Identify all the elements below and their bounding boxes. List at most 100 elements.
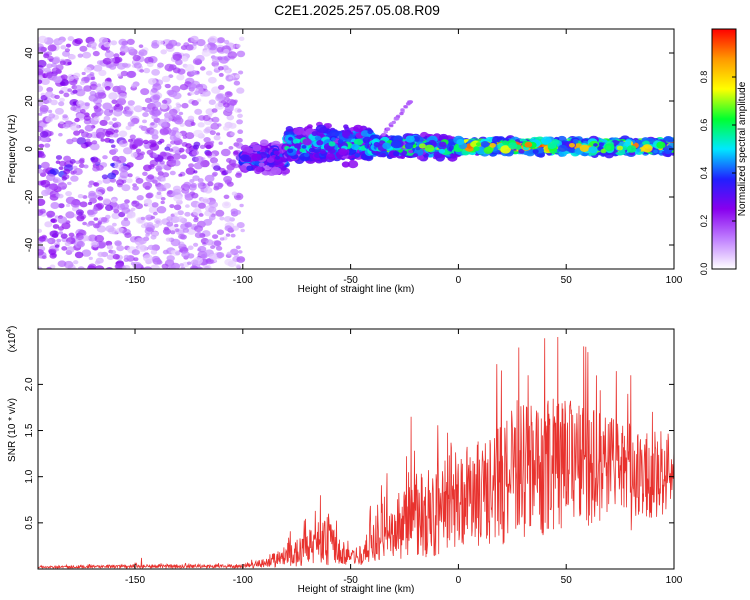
- spectrogram-cell: [114, 240, 122, 246]
- spectrogram-cell: [328, 141, 336, 147]
- spectrogram-cell: [123, 257, 129, 262]
- spectrogram-cell: [127, 121, 135, 127]
- spectrogram-cell: [172, 153, 181, 160]
- spectrogram-cell: [58, 90, 64, 95]
- spectrogram-cell: [161, 99, 168, 104]
- spectrogram-cell: [67, 61, 72, 66]
- spectrogram-cell: [219, 216, 225, 221]
- spectrogram-cell: [78, 163, 85, 168]
- spectrogram-cell: [53, 56, 60, 62]
- spectrogram-cell: [230, 233, 236, 238]
- spectrogram-cell: [40, 78, 50, 85]
- spectrogram-cell: [205, 144, 212, 150]
- spectrogram-cell: [70, 175, 79, 182]
- spectrogram-cell: [86, 223, 91, 227]
- spectrogram-cell: [155, 193, 163, 199]
- spectrogram-cell: [70, 200, 81, 208]
- spectrogram-cell: [62, 50, 70, 57]
- spectrogram-cell: [98, 69, 107, 77]
- spectrogram-cell: [67, 88, 73, 93]
- spectrogram-cell: [164, 63, 174, 72]
- spectrogram-cell: [178, 173, 183, 177]
- spectrogram-cell: [210, 245, 216, 250]
- spectrogram-cell: [172, 67, 181, 74]
- spectrogram-cell: [152, 83, 162, 91]
- spectrogram-cell: [77, 266, 85, 269]
- spectrogram-cell: [57, 216, 68, 224]
- spectrogram-cell: [96, 164, 104, 171]
- spectrogram-cell: [236, 222, 245, 229]
- spectrogram-cell: [93, 182, 100, 187]
- spectrogram-cell: [80, 143, 86, 148]
- spectrogram-cell: [142, 181, 153, 190]
- spectrogram-cell: [101, 174, 108, 180]
- spectrogram-cell: [439, 141, 447, 148]
- spectrogram-cell: [172, 53, 182, 61]
- spectrogram-cell: [105, 267, 114, 269]
- spectrogram-cell: [202, 264, 212, 269]
- spectrogram-cell: [235, 74, 240, 79]
- spectrogram-cell: [65, 276, 70, 280]
- spectrogram-cell: [148, 271, 152, 274]
- spectrogram-cell: [198, 202, 206, 209]
- spectrogram-cell: [184, 221, 193, 228]
- spectrogram-cell: [67, 181, 72, 186]
- spectrogram-cell: [153, 101, 162, 108]
- spectrogram-cell: [143, 254, 153, 262]
- spectrogram-cell: [38, 249, 44, 256]
- spectrogram-cell: [218, 72, 224, 77]
- spectrogram-cell: [193, 162, 203, 170]
- spectrogram-cell: [121, 207, 131, 214]
- spectrogram-cell: [132, 185, 139, 191]
- spectrogram-cell: [190, 259, 199, 266]
- spectrogram-cell: [117, 73, 122, 77]
- spectrogram-cell: [341, 130, 351, 138]
- spectrogram-cell: [173, 212, 179, 216]
- spectrogram-cell: [162, 172, 170, 178]
- spectrogram-cell: [38, 164, 42, 169]
- spectrogram-cell: [65, 211, 75, 219]
- spectrogram-cell: [208, 35, 218, 43]
- spectrogram-cell: [160, 178, 166, 182]
- spectrogram-cell: [99, 119, 108, 126]
- spectrogram-cell: [100, 217, 108, 223]
- spectrogram-cell: [185, 167, 196, 175]
- spectrogram-cell: [64, 48, 70, 53]
- spectrogram-cell: [108, 92, 118, 100]
- spectrogram-cell: [146, 192, 154, 199]
- spectrogram-cell: [60, 45, 67, 50]
- spectrogram-cell: [34, 274, 44, 282]
- spectrogram-cell: [102, 102, 113, 110]
- spectrogram-cell: [124, 106, 130, 111]
- spectrogram-cell: [223, 39, 230, 45]
- spectrogram-cell: [156, 206, 167, 214]
- spectrogram-cell: [161, 75, 171, 83]
- spectrogram-cell: [85, 138, 91, 143]
- spectrogram-cell: [114, 129, 119, 133]
- spectrogram-cell: [143, 198, 153, 206]
- spectrogram-cell: [98, 272, 105, 277]
- spectrogram-cell: [82, 221, 87, 226]
- spectrogram-cell: [97, 196, 104, 201]
- spectrogram-cell: [207, 181, 214, 187]
- spectrogram-cell: [157, 222, 163, 226]
- spectrogram-cell: [132, 54, 141, 62]
- spectrogram-cell: [172, 127, 179, 133]
- spectrogram-cell: [73, 72, 81, 79]
- spectrogram-cell: [189, 91, 195, 96]
- spectrogram-cell: [210, 157, 218, 164]
- spectrogram-cell: [45, 91, 54, 98]
- spectrogram-cell: [176, 74, 185, 81]
- spectrogram-cell: [201, 49, 211, 57]
- spectrogram-cell: [450, 154, 457, 159]
- spectrogram-cell: [215, 209, 225, 217]
- spectrogram-cell: [162, 249, 169, 255]
- spectrogram-cell: [208, 113, 213, 117]
- spectrogram-cell: [236, 256, 246, 263]
- spectrogram-cell: [216, 252, 225, 259]
- spectrogram-cell: [326, 153, 336, 160]
- spectrogram-cell: [124, 199, 130, 204]
- spectrogram-cell: [178, 249, 183, 253]
- spectrogram-cell: [47, 44, 57, 52]
- spectrogram-cell: [83, 66, 92, 73]
